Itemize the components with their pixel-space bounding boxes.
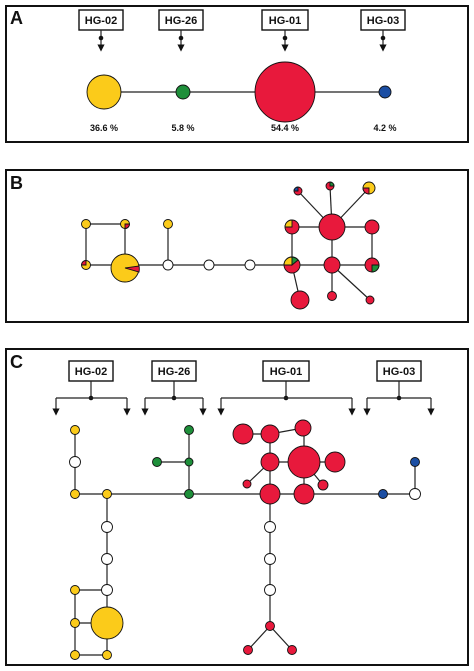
panel-a-hg01-label: HG-01	[269, 15, 301, 27]
panel-a-hg01: HG-01	[261, 9, 309, 31]
panel-c-node	[287, 645, 297, 655]
panel-c-hg03-label: HG-03	[383, 366, 415, 378]
panel-c-hg26: HG-26	[151, 360, 197, 382]
panel-a-percent-hg03: 4.2 %	[373, 123, 396, 133]
panel-b-node-slice	[362, 187, 370, 195]
panel-c-node	[378, 489, 388, 499]
panel-a-percent-hg02: 36.6 %	[90, 123, 118, 133]
panel-c-node	[184, 425, 194, 435]
panel-c-median-node	[264, 521, 276, 533]
panel-b-node	[364, 219, 380, 235]
panel-c-hg26-label: HG-26	[158, 366, 190, 378]
panel-b-node-slice	[371, 264, 380, 273]
panel-b-letter: B	[10, 173, 23, 193]
panel-b-node-slice	[124, 265, 140, 273]
panel-c-node	[242, 479, 252, 489]
panel-c-median-node	[101, 521, 113, 533]
panel-c-node	[324, 451, 346, 473]
panel-b-node	[323, 256, 341, 274]
panel-b-node-slice	[293, 186, 299, 192]
panel-b-node-slice	[124, 223, 130, 229]
panel-a-hg26: HG-26	[158, 9, 204, 31]
panel-b-node-slice	[291, 256, 299, 266]
panel-c-hg01: HG-01	[262, 360, 310, 382]
panel-c-node-major-yellow	[90, 606, 124, 640]
panel-c-hg02-label: HG-02	[75, 366, 107, 378]
panel-a-letter: A	[10, 8, 23, 28]
panel-c-node	[260, 424, 280, 444]
panel-c-node	[184, 457, 194, 467]
panel-c-node	[152, 457, 162, 467]
panel-c-frame	[5, 348, 469, 666]
panel-c-node	[265, 621, 275, 631]
panel-c-brackets	[52, 381, 435, 416]
panel-a-hg02: HG-02	[78, 9, 124, 31]
panel-a-hg03-label: HG-03	[367, 15, 399, 27]
panel-c-node	[243, 645, 253, 655]
panel-c-node	[293, 483, 315, 505]
panel-c-node-major-red	[287, 445, 321, 479]
panel-b-median-node	[162, 259, 174, 271]
panel-c-median-node	[409, 488, 421, 500]
panel-c-node	[260, 452, 280, 472]
panel-b-median-node	[203, 259, 215, 271]
panel-c-median-node	[264, 584, 276, 596]
panel-c-node	[70, 650, 80, 660]
panel-c-node	[102, 650, 112, 660]
panel-a-node-hg02	[86, 74, 122, 110]
panel-a-pointers	[97, 30, 387, 52]
panel-c-node	[294, 419, 312, 437]
panel-a-hg02-label: HG-02	[85, 15, 117, 27]
panel-c-node	[70, 489, 80, 499]
panel-b-node-slice	[329, 181, 335, 187]
panel-b-node-major-red	[318, 213, 346, 241]
panel-c-median-node	[101, 584, 113, 596]
panel-a-hg26-label: HG-26	[165, 15, 197, 27]
panel-a-hg03: HG-03	[360, 9, 406, 31]
panel-c-hg01-label: HG-01	[270, 366, 302, 378]
panel-c-hg03: HG-03	[376, 360, 422, 382]
panel-c-node	[410, 457, 420, 467]
panel-a: A HG-02 HG-26 HG-01 HG-03	[5, 5, 469, 143]
panel-b-node	[81, 219, 91, 229]
panel-c-node	[70, 585, 80, 595]
panel-a-node-hg01	[254, 61, 316, 123]
panel-c: C HG-02 HG-26 HG-01 HG-03	[5, 348, 469, 666]
panel-a-node-hg26	[175, 84, 191, 100]
panel-c-node	[232, 423, 254, 445]
panel-c-median-node	[101, 553, 113, 565]
panel-b-node	[365, 295, 375, 305]
panel-c-letter: C	[10, 352, 23, 372]
panel-b-frame	[5, 169, 469, 323]
panel-c-median-node	[264, 553, 276, 565]
panel-b-node-slice	[81, 260, 87, 266]
panel-b-node-slice	[284, 219, 293, 228]
panel-c-node	[317, 479, 329, 491]
panel-b-median-node	[244, 259, 256, 271]
panel-c-median-node	[69, 456, 81, 468]
panel-b: B	[5, 169, 469, 323]
panel-c-node	[70, 618, 80, 628]
panel-c-node	[70, 425, 80, 435]
panel-c-hg02: HG-02	[68, 360, 114, 382]
panel-c-node	[259, 483, 281, 505]
panel-c-node	[184, 489, 194, 499]
panel-c-node	[102, 489, 112, 499]
panel-a-percent-hg01: 54.4 %	[271, 123, 299, 133]
panel-b-node	[163, 219, 173, 229]
panel-b-node	[290, 290, 310, 310]
panel-b-node	[327, 291, 337, 301]
panel-a-node-hg03	[378, 85, 392, 99]
panel-a-percent-hg26: 5.8 %	[171, 123, 194, 133]
